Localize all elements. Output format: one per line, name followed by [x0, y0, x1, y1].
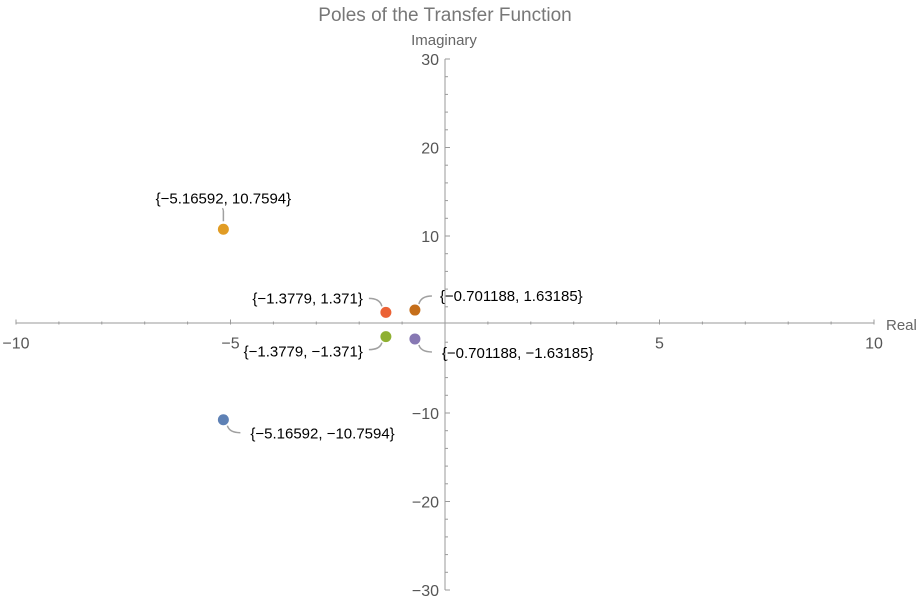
y-tick-label: 20 — [421, 141, 439, 158]
ticks: −10 −5 5 10 −30 −20 −10 10 20 30 — [2, 52, 883, 600]
data-point — [217, 223, 229, 235]
data-label: {−5.16592, 10.7594} — [156, 190, 292, 207]
y-tick-label: −20 — [412, 495, 439, 512]
leader-line — [418, 295, 432, 305]
chart-title: Poles of the Transfer Function — [318, 5, 571, 26]
data-points: {−5.16592, −10.7594} {−5.16592, 10.7594} {… — [156, 190, 594, 442]
leader-line — [368, 297, 383, 307]
data-point — [409, 333, 421, 345]
data-label: {−1.3779, 1.371} — [252, 290, 363, 307]
data-point — [380, 331, 392, 343]
y-axis-label: Imaginary — [411, 32, 477, 49]
y-tick-label: −30 — [412, 583, 439, 600]
x-tick-label: 10 — [865, 336, 883, 353]
y-tick-label: 10 — [421, 229, 439, 246]
y-tick-label: −10 — [412, 406, 439, 423]
x-tick-label: 5 — [655, 336, 664, 353]
y-tick-label: 30 — [421, 52, 439, 69]
leader-line — [226, 425, 241, 434]
data-label: {−0.701188, −1.63185} — [442, 345, 594, 362]
x-tick-label: −5 — [221, 336, 239, 353]
leader-line — [418, 344, 432, 353]
data-label: {−0.701188, 1.63185} — [440, 288, 583, 305]
x-axis-label: Real — [886, 317, 917, 334]
leader-line — [221, 207, 225, 222]
data-point — [217, 414, 229, 426]
data-point — [380, 306, 392, 318]
data-point — [409, 304, 421, 316]
leader-line — [368, 342, 383, 351]
x-tick-label: −10 — [2, 336, 29, 353]
data-label: {−5.16592, −10.7594} — [250, 426, 394, 443]
data-label: {−1.3779, −1.371} — [244, 344, 363, 361]
